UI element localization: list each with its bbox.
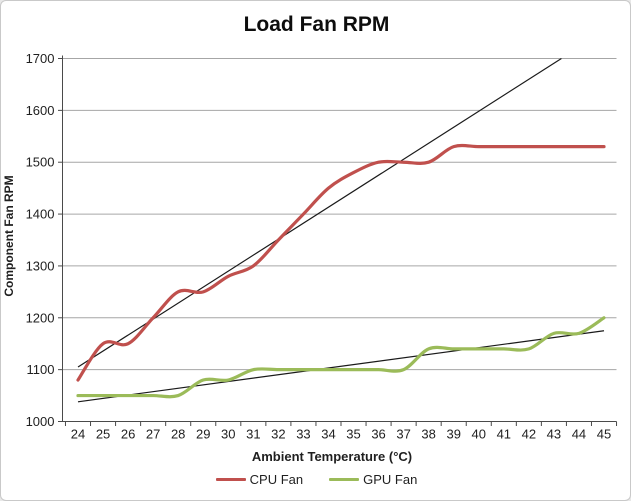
- y-tick-label: 1600: [26, 103, 55, 118]
- cpu-fan-line[interactable]: [76, 143, 606, 382]
- x-tick-label: 29: [196, 427, 210, 442]
- gpu-fan-swatch-icon: [329, 478, 360, 481]
- x-tick-label: 26: [121, 427, 135, 442]
- x-tick-label: 38: [421, 427, 435, 442]
- x-tick-label: 44: [572, 427, 586, 442]
- x-tick-label: 33: [296, 427, 310, 442]
- x-tick-label: 28: [171, 427, 185, 442]
- x-tick-label: 45: [597, 427, 611, 442]
- x-tick-label: 34: [321, 427, 335, 442]
- x-tick-label: 42: [522, 427, 536, 442]
- x-tick-label: 43: [547, 427, 561, 442]
- y-tick-label: 1300: [26, 258, 55, 273]
- x-tick-label: 35: [346, 427, 360, 442]
- x-tick-label: 32: [271, 427, 285, 442]
- legend-item-gpu-fan[interactable]: GPU Fan: [329, 472, 417, 487]
- legend: CPU Fan GPU Fan: [1, 472, 630, 487]
- x-tick-label: 40: [472, 427, 486, 442]
- x-tick-label: 31: [246, 427, 260, 442]
- x-tick-label: 36: [371, 427, 385, 442]
- x-tick-label: 37: [396, 427, 410, 442]
- cpu-fan-swatch-icon: [215, 478, 246, 481]
- y-tick-label: 1200: [26, 310, 55, 325]
- x-tick-label: 27: [146, 427, 160, 442]
- x-tick-label: 39: [446, 427, 460, 442]
- legend-item-cpu-fan[interactable]: CPU Fan: [215, 472, 304, 487]
- gpu-fan-line[interactable]: [76, 316, 606, 399]
- x-tick-label: 30: [221, 427, 235, 442]
- y-tick-label: 1700: [26, 51, 55, 66]
- y-tick-label: 1100: [27, 362, 55, 377]
- y-tick-label: 1400: [26, 207, 55, 222]
- y-tick-label: 1500: [26, 155, 55, 170]
- chart-title: Load Fan RPM: [243, 13, 390, 36]
- gpu-fan-trendline[interactable]: [77, 330, 605, 403]
- cpu-fan-trendline[interactable]: [77, 57, 562, 368]
- y-tick-label: 1000: [26, 414, 55, 429]
- x-tick-label: 24: [71, 427, 85, 442]
- x-tick-label: 25: [96, 427, 110, 442]
- legend-label: CPU Fan: [249, 472, 304, 487]
- legend-label: GPU Fan: [363, 472, 418, 487]
- x-tick-label: 41: [497, 427, 511, 442]
- x-axis-title: Ambient Temperature (°C): [251, 449, 413, 464]
